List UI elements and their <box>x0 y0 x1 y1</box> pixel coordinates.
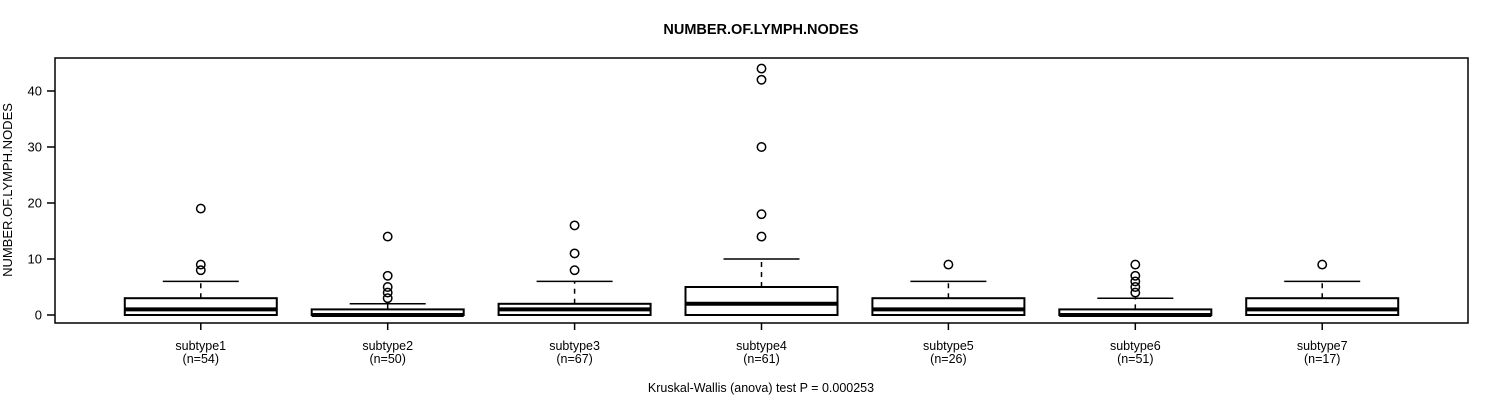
outlier-point <box>382 287 393 298</box>
group-sublabel: (n=61) <box>743 352 779 366</box>
boxplot-group-subtype1: subtype1(n=54) <box>123 203 278 366</box>
outlier-point <box>195 259 206 270</box>
group-sublabel: (n=26) <box>930 352 966 366</box>
group-sublabel: (n=17) <box>1304 352 1340 366</box>
boxplot-group-subtype7: subtype7(n=17) <box>1245 259 1400 366</box>
group-label: subtype7 <box>1297 339 1348 353</box>
group-label: subtype6 <box>1110 339 1161 353</box>
stat-test-annotation: Kruskal-Wallis (anova) test P = 0.000253 <box>648 381 874 395</box>
y-tick-label: 30 <box>28 140 42 155</box>
outlier-point <box>569 248 580 259</box>
group-label: subtype5 <box>923 339 974 353</box>
y-tick-label: 10 <box>28 252 42 267</box>
outlier-point <box>569 265 580 276</box>
group-label: subtype1 <box>175 339 226 353</box>
outlier-point <box>756 74 767 85</box>
outlier-point <box>756 231 767 242</box>
iqr-box <box>871 297 1026 317</box>
outlier-point <box>756 209 767 220</box>
outlier-point <box>1130 270 1141 281</box>
iqr-box <box>123 297 278 317</box>
outlier-point <box>382 231 393 242</box>
outlier-point <box>1130 282 1141 292</box>
outlier-point <box>195 265 206 276</box>
boxplot-group-subtype2: subtype2(n=50) <box>310 231 465 366</box>
outlier-point <box>195 203 206 214</box>
y-tick-label: 0 <box>35 308 42 323</box>
group-label: subtype4 <box>736 339 787 353</box>
group-sublabel: (n=67) <box>556 352 592 366</box>
outlier-point <box>1130 276 1141 287</box>
group-sublabel: (n=51) <box>1117 352 1153 366</box>
outlier-point <box>756 63 767 74</box>
outlier-point <box>382 270 393 281</box>
boxplot-group-subtype5: subtype5(n=26) <box>871 259 1026 366</box>
y-tick-label: 20 <box>28 196 42 211</box>
group-label: subtype2 <box>362 339 413 353</box>
outlier-point <box>943 259 954 270</box>
outlier-point <box>1317 259 1328 270</box>
y-axis-label: NUMBER.OF.LYMPH.NODES <box>0 103 15 277</box>
chart-title: NUMBER.OF.LYMPH.NODES <box>663 22 859 38</box>
outlier-point <box>382 282 393 292</box>
group-sublabel: (n=54) <box>183 352 219 366</box>
boxplot-group-subtype3: subtype3(n=67) <box>497 220 652 366</box>
group-sublabel: (n=50) <box>369 352 405 366</box>
boxplot-groups: subtype1(n=54)subtype2(n=50)subtype3(n=6… <box>123 63 1400 366</box>
outlier-point <box>1130 287 1141 298</box>
outlier-point <box>382 293 393 304</box>
y-tick-label: 40 <box>28 84 42 99</box>
y-axis: 0 10 20 30 40 <box>28 84 55 323</box>
outlier-point <box>569 220 580 231</box>
outlier-point <box>756 142 767 152</box>
group-label: subtype3 <box>549 339 600 353</box>
iqr-box <box>1245 297 1400 317</box>
iqr-box <box>684 286 839 316</box>
boxplot-group-subtype6: subtype6(n=51) <box>1058 259 1213 366</box>
boxplot-group-subtype4: subtype4(n=61) <box>684 63 839 366</box>
outlier-point <box>1130 259 1141 270</box>
